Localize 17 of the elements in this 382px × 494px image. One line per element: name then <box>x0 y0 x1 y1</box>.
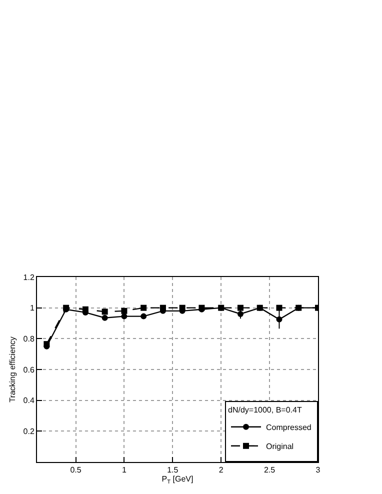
x-tick-label: 0.5 <box>70 466 82 475</box>
x-tick-label: 2 <box>218 466 224 475</box>
x-tick-label: 1.5 <box>167 466 179 475</box>
x-axis-title: P$_{T}$ [GeV] <box>162 474 194 486</box>
y-axis-title: Tracking efficiency <box>8 336 17 402</box>
x-tick-label: 3 <box>316 466 321 475</box>
x-tick-label: 1 <box>122 466 127 475</box>
x-tick-label: 2.5 <box>264 466 276 475</box>
legend-label: Compressed <box>266 423 312 432</box>
y-tick-label: 0.2 <box>23 426 35 436</box>
y-tick-label: 1.2 <box>23 272 35 282</box>
legend-label: Original <box>266 442 294 452</box>
y-tick-label: 0.8 <box>23 334 35 344</box>
y-tick-label: 0.6 <box>23 365 35 374</box>
y-tick-label: 1 <box>30 304 35 313</box>
legend-title: dN/dy=1000, B=0.4T <box>228 405 302 414</box>
y-tick-label: 0.4 <box>23 396 35 406</box>
